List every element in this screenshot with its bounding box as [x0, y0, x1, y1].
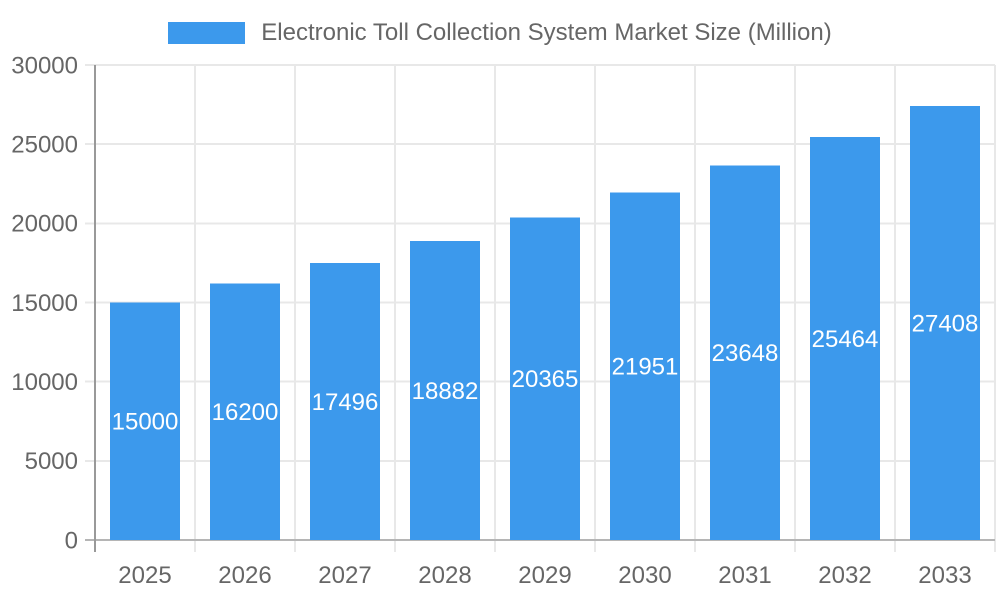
bar-value-label: 25464 [812, 326, 879, 353]
bar-value-label: 17496 [312, 389, 379, 416]
y-tick-label: 0 [65, 527, 78, 554]
x-tick-label: 2033 [918, 562, 971, 589]
x-tick-label: 2027 [318, 562, 371, 589]
bar-value-label: 16200 [212, 399, 279, 426]
y-tick-label: 5000 [25, 448, 78, 475]
bar-2030[interactable] [610, 192, 680, 540]
legend-label: Electronic Toll Collection System Market… [261, 19, 832, 46]
y-tick-label: 30000 [11, 52, 78, 79]
y-tick-label: 15000 [11, 290, 78, 317]
bar-2031[interactable] [710, 165, 780, 540]
legend-item[interactable]: Electronic Toll Collection System Market… [0, 19, 1000, 47]
bar-value-label: 23648 [712, 340, 779, 367]
y-axis-tick-labels: 0 5000 10000 15000 20000 25000 30000 [11, 52, 78, 554]
bar-2032[interactable] [810, 136, 880, 540]
bar-2026[interactable] [210, 283, 280, 541]
bar-value-label: 15000 [112, 409, 179, 436]
x-tick-label: 2029 [518, 562, 571, 589]
bar-2025[interactable] [110, 302, 180, 541]
x-axis-tick-labels: 2025 2026 2027 2028 2029 2030 2031 2032 2033 [118, 562, 971, 589]
bar-2029[interactable] [510, 217, 580, 540]
bar-value-label: 21951 [612, 354, 679, 381]
bars-group [110, 106, 980, 540]
x-tick-label: 2030 [618, 562, 671, 589]
bar-2028[interactable] [410, 241, 480, 540]
y-tick-label: 10000 [11, 369, 78, 396]
x-tick-label: 2028 [418, 562, 471, 589]
bar-value-label: 20365 [512, 366, 579, 393]
bar-2027[interactable] [310, 262, 380, 540]
x-tick-label: 2031 [718, 562, 771, 589]
y-tick-label: 25000 [11, 132, 78, 159]
x-tick-label: 2026 [218, 562, 271, 589]
bar-value-labels: 15000 16200 17496 18882 20365 21951 23648 25464… [112, 310, 979, 435]
y-tick-label: 20000 [11, 211, 78, 238]
legend-swatch [168, 22, 246, 44]
x-tick-label: 2025 [118, 562, 171, 589]
bar-value-label: 18882 [412, 378, 479, 405]
bar-value-label: 27408 [912, 310, 979, 337]
x-tick-label: 2032 [818, 562, 871, 589]
bar-2033[interactable] [910, 106, 980, 540]
